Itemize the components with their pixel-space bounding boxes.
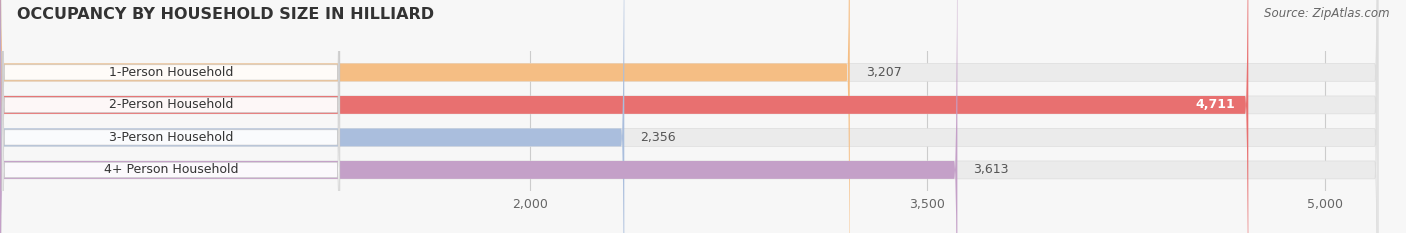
FancyBboxPatch shape [0,0,849,233]
Text: Source: ZipAtlas.com: Source: ZipAtlas.com [1264,7,1389,20]
Text: OCCUPANCY BY HOUSEHOLD SIZE IN HILLIARD: OCCUPANCY BY HOUSEHOLD SIZE IN HILLIARD [17,7,434,22]
Text: 3,207: 3,207 [866,66,901,79]
Text: 2-Person Household: 2-Person Household [108,98,233,111]
FancyBboxPatch shape [3,0,340,233]
FancyBboxPatch shape [0,0,1249,233]
Text: 1-Person Household: 1-Person Household [108,66,233,79]
FancyBboxPatch shape [0,0,957,233]
FancyBboxPatch shape [0,0,624,233]
Text: 3-Person Household: 3-Person Household [108,131,233,144]
Text: 3,613: 3,613 [973,163,1008,176]
Text: 2,356: 2,356 [640,131,676,144]
FancyBboxPatch shape [3,0,340,233]
Text: 4+ Person Household: 4+ Person Household [104,163,238,176]
FancyBboxPatch shape [3,0,340,233]
FancyBboxPatch shape [3,0,340,233]
Text: 4,711: 4,711 [1195,98,1234,111]
